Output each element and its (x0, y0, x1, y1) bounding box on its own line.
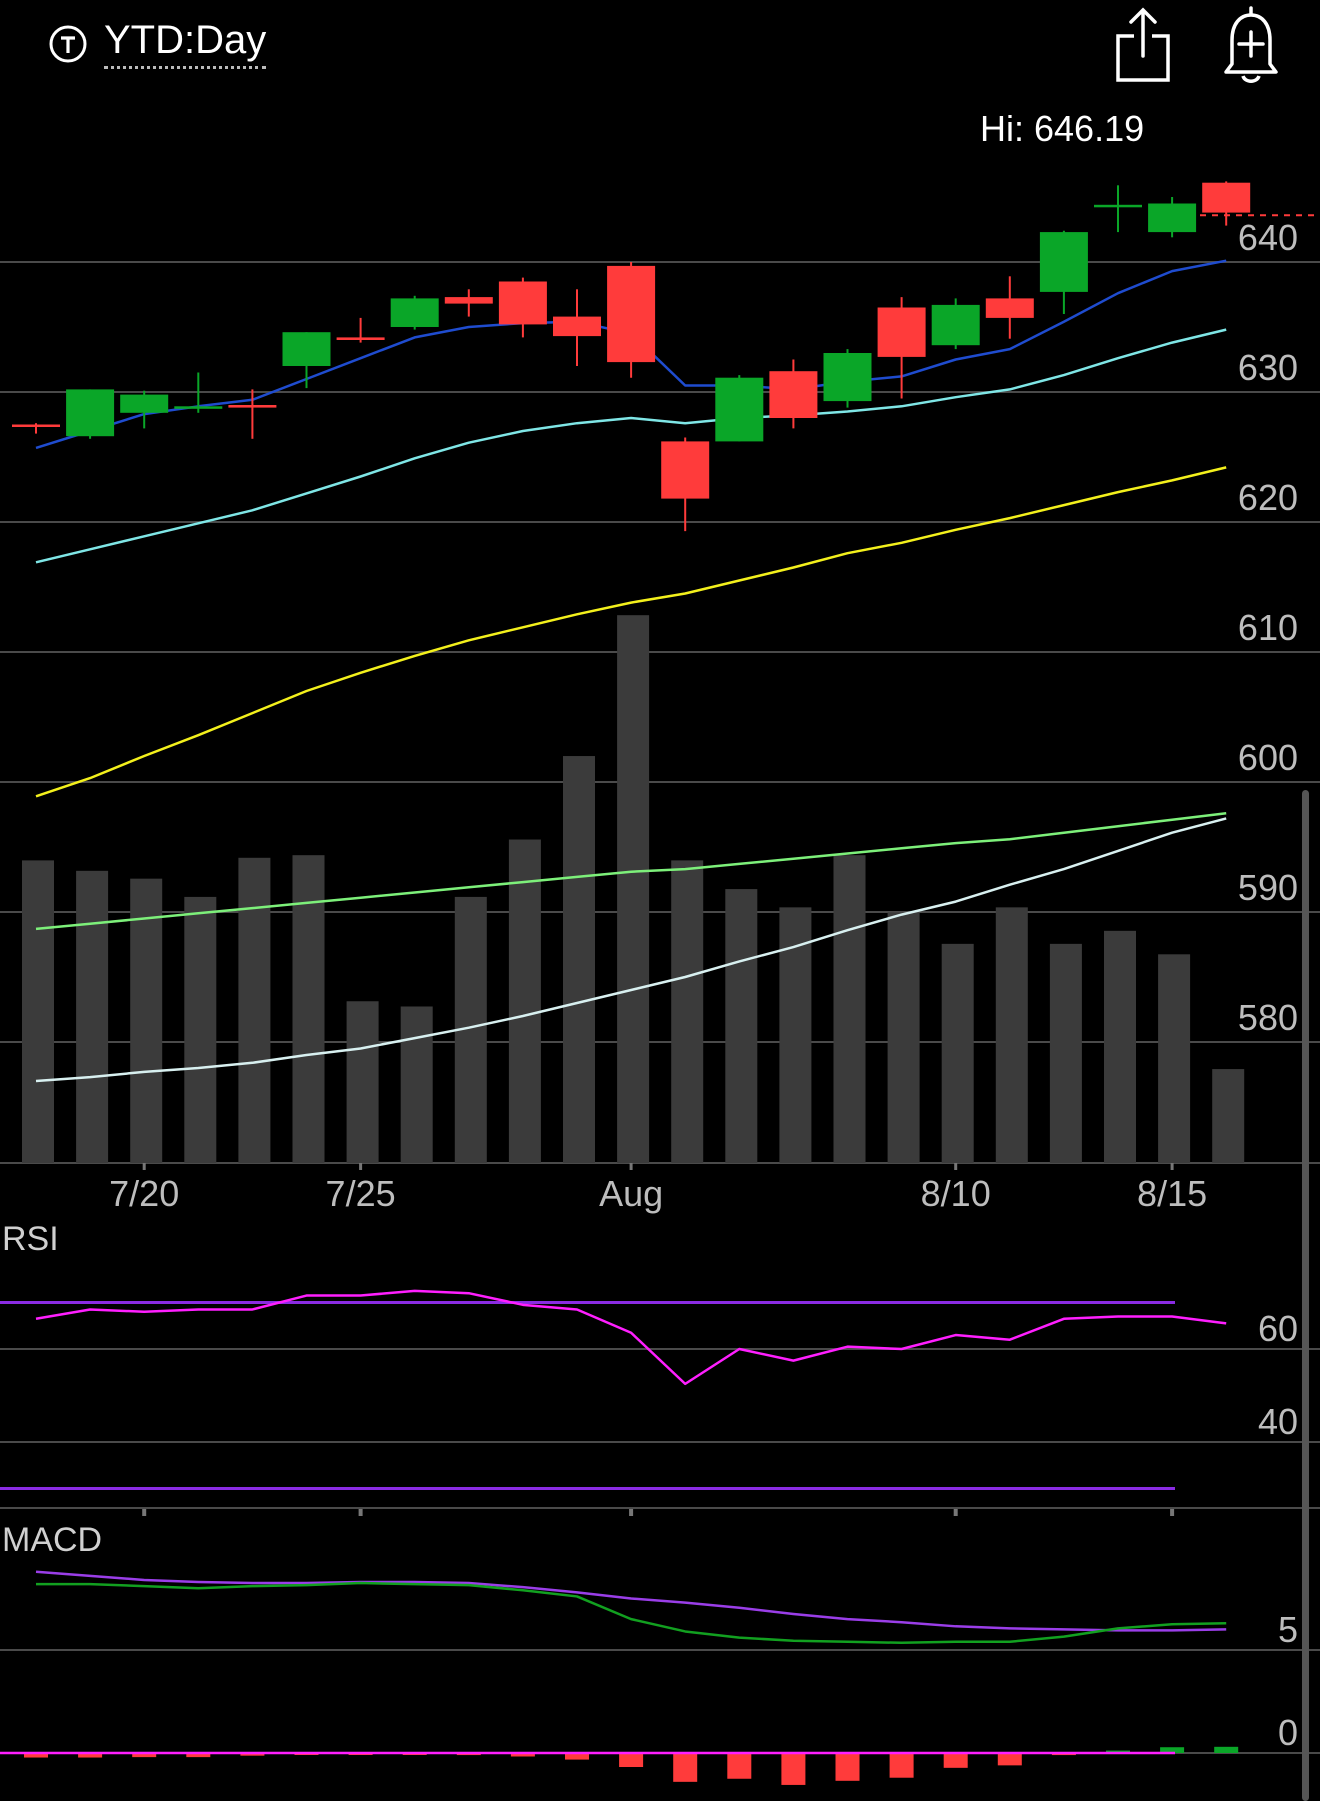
y-tick-label: 640 (1238, 217, 1298, 258)
period-selector[interactable]: YTD:Day (104, 16, 267, 69)
x-tick-label: 8/10 (921, 1173, 991, 1214)
candle-down (769, 371, 818, 418)
candle-up (282, 332, 331, 366)
macd-histogram-bar (889, 1753, 914, 1778)
macd-line (36, 1581, 1227, 1645)
macd-panel-title: MACD (2, 1521, 102, 1559)
ma-mid-line (35, 328, 1227, 564)
macd-histogram-bar (240, 1753, 265, 1756)
volume-bar (1049, 943, 1082, 1163)
candle-up (715, 377, 764, 442)
candle-down (336, 337, 385, 340)
share-icon[interactable] (1112, 4, 1174, 84)
candle-up (390, 298, 439, 327)
volume-bar (941, 943, 974, 1163)
macd-histogram-bar (781, 1753, 806, 1785)
candle-down (877, 307, 926, 357)
vertical-scrollbar[interactable] (1302, 790, 1309, 1801)
candle-down (985, 298, 1034, 318)
macd-histogram-bar (132, 1753, 157, 1758)
candle-up (174, 406, 223, 409)
candle-up (1094, 204, 1142, 208)
macd-histogram-bar (997, 1753, 1022, 1766)
add-alert-bell-icon[interactable] (1218, 2, 1284, 84)
ticker-t-icon[interactable] (48, 24, 88, 64)
candle-down (553, 316, 601, 337)
candle-down (607, 265, 656, 363)
x-tick-label: 7/20 (109, 1173, 179, 1214)
macd-histogram-bar (1214, 1746, 1239, 1753)
macd-signal-line (35, 1570, 1227, 1632)
macd-histogram-bar (565, 1753, 589, 1760)
candle-down (498, 281, 547, 325)
candle-up (1148, 203, 1197, 233)
volume-bar (292, 855, 325, 1163)
volume-bar (238, 857, 271, 1163)
volume-bar (617, 615, 650, 1163)
volume-ma-white-line (35, 817, 1227, 1083)
x-tick-label: 7/25 (326, 1173, 396, 1214)
volume-bar (22, 860, 54, 1163)
top-bar: YTD:Day Hi: 646.19 (0, 0, 1320, 149)
volume-bar (1212, 1069, 1245, 1163)
candle-up (1039, 232, 1088, 292)
volume-bars (22, 615, 1245, 1785)
rsi-panel-title: RSI (2, 1220, 59, 1258)
macd-histogram-bar (78, 1753, 103, 1758)
y-tick-label: 60 (1258, 1308, 1298, 1349)
candle-up (931, 304, 980, 346)
candle-down (1202, 182, 1251, 213)
y-tick-label: 0 (1278, 1712, 1298, 1753)
macd-histogram-bar (943, 1753, 968, 1768)
volume-bar (725, 889, 758, 1163)
y-tick-label: 5 (1278, 1609, 1298, 1650)
macd-histogram-bar (1160, 1747, 1185, 1753)
indicator-lines (0, 259, 1227, 1755)
y-tick-label: 610 (1238, 607, 1298, 648)
volume-bar (400, 1006, 433, 1163)
macd-histogram-bar (510, 1753, 535, 1757)
y-tick-label: 580 (1238, 997, 1298, 1038)
candle-up (823, 353, 872, 402)
volume-bar (76, 870, 109, 1163)
candle-up (66, 389, 115, 437)
candlesticks (12, 181, 1320, 532)
volume-ma-green-line (35, 811, 1227, 931)
volume-bar (887, 912, 920, 1163)
volume-bar (1104, 930, 1136, 1163)
candle-down (228, 405, 277, 408)
ma-long-line (35, 466, 1227, 798)
macd-histogram-bar (835, 1753, 860, 1781)
volume-bar (995, 907, 1028, 1163)
macd-histogram-bar (727, 1753, 752, 1779)
candle-up (120, 394, 169, 413)
x-tick-label: 8/15 (1137, 1173, 1207, 1214)
volume-bar (1158, 954, 1191, 1163)
x-tick-label: Aug (599, 1173, 663, 1214)
macd-histogram-bar (24, 1753, 48, 1758)
candle-down (444, 297, 493, 304)
volume-bar (508, 839, 541, 1163)
candle-down (661, 441, 710, 499)
y-tick-label: 630 (1238, 347, 1298, 388)
candle-down (12, 424, 60, 427)
y-tick-label: 590 (1238, 867, 1298, 908)
y-tick-label: 40 (1258, 1401, 1298, 1442)
volume-bar (346, 1001, 379, 1163)
volume-bar (563, 756, 595, 1163)
macd-histogram-bar (619, 1753, 644, 1768)
session-high-label: Hi: 646.19 (980, 108, 1145, 149)
rsi-line (35, 1289, 1227, 1386)
y-tick-label: 600 (1238, 737, 1298, 778)
volume-bar (184, 896, 217, 1163)
macd-histogram-bar (186, 1753, 211, 1758)
volume-bar (130, 878, 163, 1163)
macd-histogram-bar (673, 1753, 698, 1782)
y-tick-label: 620 (1238, 477, 1298, 518)
volume-bar (833, 855, 866, 1163)
volume-bar (671, 860, 704, 1163)
